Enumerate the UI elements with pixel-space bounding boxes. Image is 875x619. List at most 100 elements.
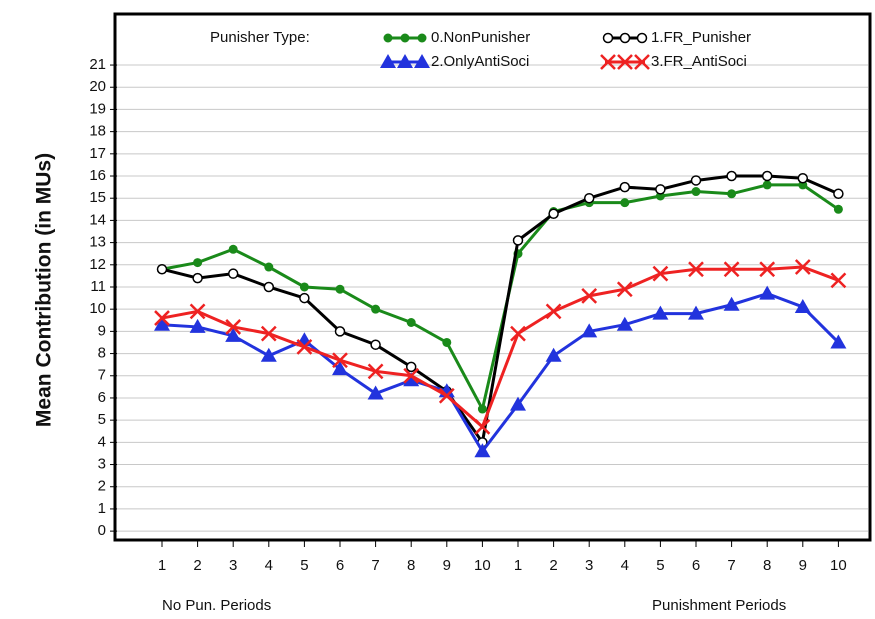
x-tick-label: 3 [229,557,237,574]
marker [225,319,242,335]
marker [619,181,631,193]
marker [652,265,669,282]
marker [634,54,650,70]
marker [726,170,737,182]
marker [371,304,381,314]
legend-label: 2.OnlyAntiSoci [431,53,529,70]
marker [833,188,844,200]
marker [370,339,381,350]
marker [189,303,206,320]
legend-label: 0.NonPunisher [431,29,530,46]
y-tick-label: 8 [98,345,106,362]
x-tick-label: 7 [727,557,735,574]
y-tick-label: 1 [98,500,106,517]
marker [332,352,348,369]
marker [263,281,275,293]
marker [655,184,666,195]
marker [383,33,393,43]
marker [759,261,776,278]
x-tick-label: 9 [443,557,451,574]
marker [794,259,811,275]
marker [688,261,704,278]
marker [723,296,740,311]
y-tick-label: 13 [89,234,106,251]
marker [260,325,277,342]
marker [688,305,704,320]
marker [797,172,809,184]
x-tick-label: 10 [474,557,491,574]
y-tick-label: 9 [98,322,106,339]
y-tick-label: 5 [98,411,106,428]
y-tick-label: 12 [89,256,106,273]
marker [691,187,701,197]
y-tick-label: 15 [89,189,106,206]
marker [727,189,737,199]
y-axis-label: Mean Contribution (in MUs) [33,153,56,427]
marker [299,292,310,304]
marker [380,54,396,68]
marker [636,32,648,44]
marker [403,372,420,387]
y-tick-label: 11 [90,278,106,295]
marker [833,204,843,214]
marker [652,305,669,320]
y-tick-label: 10 [89,300,106,317]
x-tick-label: 4 [621,557,629,574]
marker [406,317,416,327]
marker [335,284,345,294]
marker [477,404,487,414]
y-tick-label: 16 [89,167,106,184]
marker [442,337,452,347]
series-line [161,174,839,447]
x-tick-label: 2 [549,557,557,574]
marker [264,262,274,272]
marker [545,303,562,320]
marker [830,272,847,289]
marker [414,54,430,68]
marker [548,208,559,219]
marker [616,316,633,331]
marker [762,180,772,190]
marker [581,323,598,338]
y-tick-label: 2 [98,478,106,495]
marker [761,170,773,182]
marker [474,443,491,458]
marker [616,281,633,298]
marker [438,387,455,404]
x-tick-label: 9 [799,557,807,574]
marker [620,198,630,208]
marker [510,396,526,411]
legend-label: 3.FR_AntiSoci [651,53,747,70]
marker [189,318,206,333]
marker [474,418,491,435]
legend-label: 1.FR_Punisher [651,29,751,46]
y-tick-label: 17 [89,145,106,162]
x-tick-label: 5 [300,557,308,574]
series-line [161,265,839,430]
marker [192,272,203,284]
y-tick-label: 20 [89,78,106,95]
marker [367,385,384,400]
x-tick-label: 10 [830,557,847,574]
marker [403,367,420,384]
x-tick-label: 4 [265,557,273,574]
marker [619,32,631,44]
marker [225,327,242,342]
marker [154,310,170,326]
marker [156,263,168,275]
marker [405,361,417,373]
marker [260,347,277,362]
x-tick-label: 8 [763,557,771,574]
marker [296,339,313,355]
annotation: Punishment Periods [652,597,786,614]
marker [794,298,811,313]
marker [154,316,170,331]
marker [600,54,616,70]
marker [193,258,203,268]
x-tick-label: 2 [193,557,201,574]
series-line [161,292,840,454]
x-tick-label: 6 [692,557,700,574]
marker [332,361,348,376]
annotation: No Pun. Periods [162,597,271,614]
